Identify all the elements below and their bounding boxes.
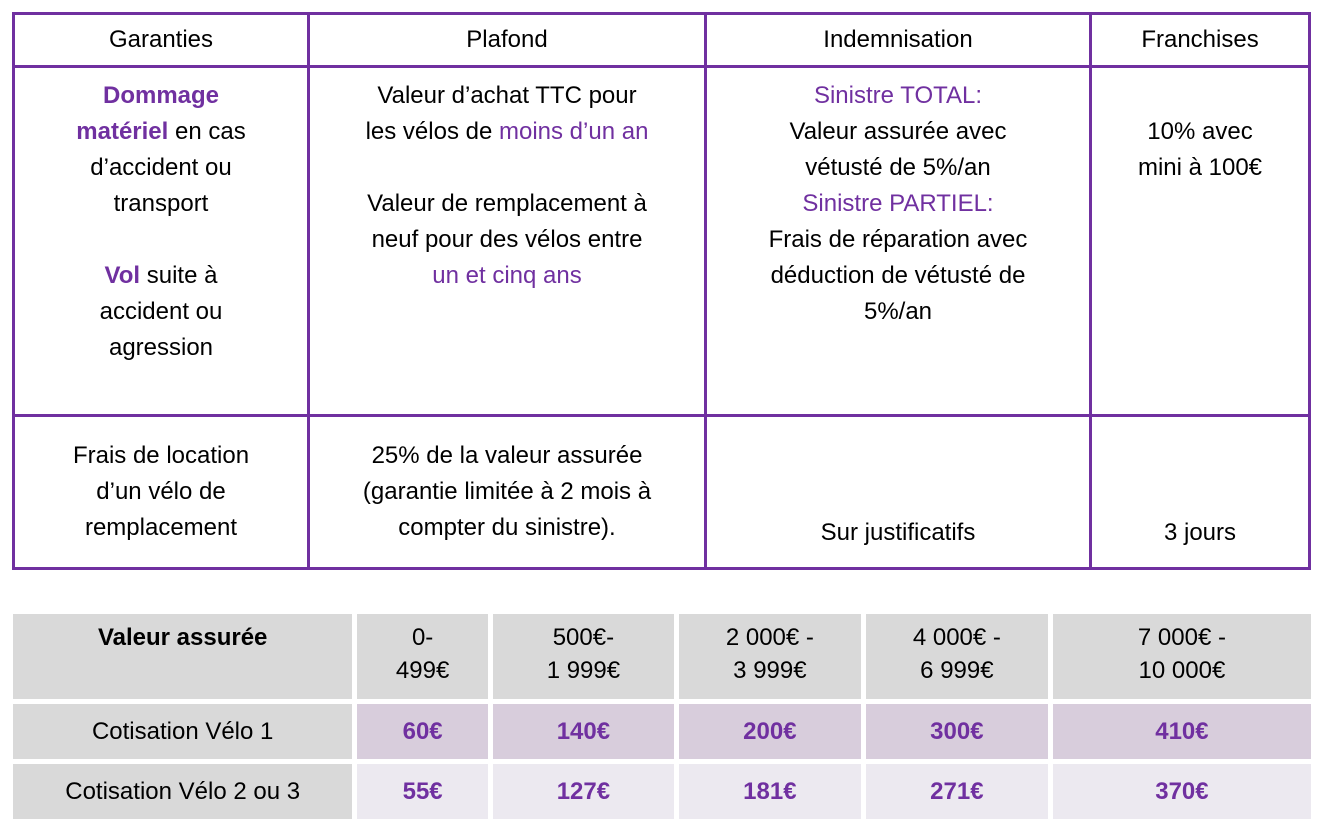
range-2000-3999: 2 000€ - 3 999€ [678, 614, 861, 699]
cotisation-velo-1-value-0: 60€ [357, 704, 488, 759]
header-garanties: Garanties [12, 12, 310, 68]
cell-rental-indemnisation: Sur justificatifs [704, 414, 1092, 570]
cotisation-velo-2-3-row: Cotisation Vélo 2 ou 3 55€ 127€ 181€ 271… [13, 764, 1311, 819]
cotisation-velo-1-value-2: 200€ [678, 704, 861, 759]
cotisation-velo-2-3-label: Cotisation Vélo 2 ou 3 [13, 764, 353, 819]
cotisation-velo-2-3-value-3: 271€ [865, 764, 1048, 819]
cell-coverage-plafond: Valeur d’achat TTC pour les vélos de moin… [307, 65, 707, 417]
range-0-499: 0- 499€ [357, 614, 488, 699]
range-7000-10000: 7 000€ - 10 000€ [1052, 614, 1311, 699]
cotisation-velo-1-value-4: 410€ [1052, 704, 1311, 759]
cotisation-velo-1-label: Cotisation Vélo 1 [13, 704, 353, 759]
cell-rental-plafond: 25% de la valeur assurée (garantie limit… [307, 414, 707, 570]
rental-row: Frais de location d’un vélo de remplacem… [12, 414, 1311, 570]
header-plafond: Plafond [307, 12, 707, 68]
cotisation-velo-1-row: Cotisation Vélo 1 60€ 140€ 200€ 300€ 410… [13, 704, 1311, 759]
cell-coverage-franchises: 10% avec mini à 100€ [1089, 65, 1311, 417]
pricing-header-label: Valeur assurée [13, 614, 353, 699]
cotisation-velo-2-3-value-4: 370€ [1052, 764, 1311, 819]
cell-rental-garanties: Frais de location d’un vélo de remplacem… [12, 414, 310, 570]
cotisation-velo-2-3-value-1: 127€ [492, 764, 674, 819]
guarantee-table-header-row: Garanties Plafond Indemnisation Franchis… [12, 12, 1311, 68]
cotisation-velo-1-value-3: 300€ [865, 704, 1048, 759]
cell-coverage-garanties: Dommage matériel en cas d’accident ou trans… [12, 65, 310, 417]
pricing-table: Valeur assurée 0- 499€ 500€- 1 999€ 2 00… [8, 609, 1316, 824]
cotisation-velo-2-3-value-2: 181€ [678, 764, 861, 819]
cotisation-velo-2-3-value-0: 55€ [357, 764, 488, 819]
coverage-row: Dommage matériel en cas d’accident ou trans… [12, 65, 1311, 417]
cell-coverage-indemnisation: Sinistre TOTAL: Valeur assurée avec vétust… [704, 65, 1092, 417]
header-franchises: Franchises [1089, 12, 1311, 68]
cotisation-velo-1-value-1: 140€ [492, 704, 674, 759]
pricing-header-row: Valeur assurée 0- 499€ 500€- 1 999€ 2 00… [13, 614, 1311, 699]
guarantee-table: Garanties Plafond Indemnisation Franchis… [12, 12, 1311, 570]
range-500-1999: 500€- 1 999€ [492, 614, 674, 699]
range-4000-6999: 4 000€ - 6 999€ [865, 614, 1048, 699]
cell-rental-franchises: 3 jours [1089, 414, 1311, 570]
header-indemnisation: Indemnisation [704, 12, 1092, 68]
